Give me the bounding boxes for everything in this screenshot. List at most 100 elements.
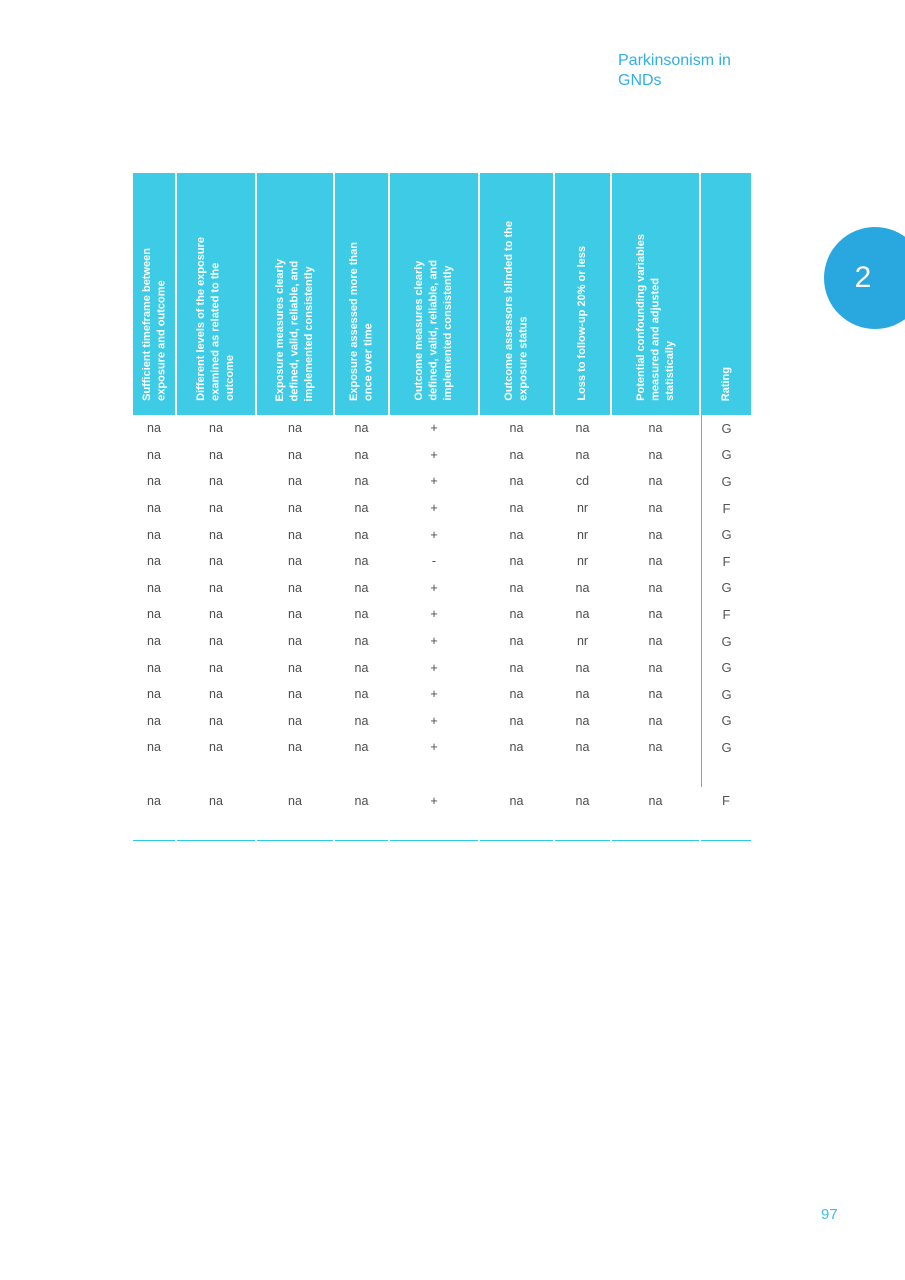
table-cell: + <box>430 793 438 808</box>
table-cell: + <box>430 421 438 436</box>
table-cell: na <box>648 713 663 728</box>
table-cell: + <box>430 580 438 595</box>
table-cell: na <box>509 740 524 755</box>
table-cell: na <box>648 554 663 569</box>
table-cell: na <box>509 687 524 702</box>
table-cell: na <box>354 713 369 728</box>
table-cell: na <box>648 580 663 595</box>
table-cell: na <box>575 740 590 755</box>
table-row: na na na na + na na na G <box>133 707 751 735</box>
table-bottom-border-segment <box>480 814 553 841</box>
table-cell: na <box>288 474 302 489</box>
table-bottom-border-segment <box>612 814 699 841</box>
rating-cell: G <box>701 654 751 681</box>
table-cell: na <box>648 687 663 702</box>
table-cell: na <box>354 687 369 702</box>
table-cell: na <box>288 580 302 595</box>
table-cell: na <box>147 580 161 595</box>
table-cell: na <box>209 580 223 595</box>
table-cell: + <box>430 474 438 489</box>
table-cell: na <box>648 501 663 516</box>
table-cell: na <box>288 501 302 516</box>
table-cell: na <box>575 421 590 436</box>
table-cell: + <box>430 687 438 702</box>
table-bottom-border-segment <box>335 814 388 841</box>
table-cell: na <box>209 687 223 702</box>
column-header-label: Exposure assessed more than once over ti… <box>348 242 375 401</box>
table-cell: na <box>509 474 524 489</box>
column-header-exposure-assessed: Exposure assessed more than once over ti… <box>335 173 388 415</box>
rating-cell: G <box>701 707 751 735</box>
column-header-sufficient-timeframe: Sufficient timeframe between exposure an… <box>133 173 175 415</box>
table-cell: na <box>209 527 223 542</box>
column-header-outcome-assessors: Outcome assessors blinded to the exposur… <box>480 173 553 415</box>
table-cell: na <box>354 554 369 569</box>
column-header-exposure-levels: Different levels of the exposure examine… <box>177 173 255 415</box>
table-cell: na <box>288 713 302 728</box>
rating-cell: F <box>701 547 751 575</box>
table-cell: na <box>509 554 524 569</box>
column-header-label: Exposure measures clearly defined, valid… <box>274 258 316 401</box>
table-cell: na <box>648 740 663 755</box>
column-header-label: Sufficient timeframe between exposure an… <box>140 248 168 401</box>
rating-cell: F <box>701 494 751 522</box>
table-cell: na <box>354 740 369 755</box>
table-cell: na <box>509 421 524 436</box>
table-cell: na <box>209 501 223 516</box>
table-cell: na <box>575 687 590 702</box>
table-cell: na <box>354 580 369 595</box>
table-cell: na <box>209 740 223 755</box>
table-cell: na <box>575 660 590 675</box>
table-bottom-border-segment <box>390 814 478 841</box>
table-cell: + <box>430 527 438 542</box>
table-cell: + <box>430 634 438 649</box>
table-row: na na na na + na na na G <box>133 441 751 469</box>
table-cell: na <box>288 527 302 542</box>
table-cell: na <box>575 607 590 622</box>
column-header-outcome-measures: Outcome measures clearly defined, valid,… <box>390 173 478 415</box>
column-header-rating: Rating <box>701 173 751 415</box>
table-cell: na <box>147 607 161 622</box>
table-cell: + <box>430 501 438 516</box>
table-cell: na <box>509 660 524 675</box>
table-cell: na <box>209 660 223 675</box>
rating-cell: F <box>722 793 730 809</box>
table-cell: na <box>575 447 590 462</box>
chapter-number: 2 <box>854 261 872 294</box>
table-cell: na <box>509 447 524 462</box>
table-cell: + <box>430 607 438 622</box>
table-row: na na na na + na na na G <box>133 680 751 708</box>
table-cell: na <box>209 713 223 728</box>
table-cell: nr <box>576 554 589 569</box>
table-cell: na <box>147 687 161 702</box>
table-bottom-border-segment <box>701 814 751 841</box>
table-cell: na <box>147 421 161 436</box>
column-header-confounding-variables: Potential confounding variables measured… <box>612 173 699 415</box>
chapter-badge: 2 <box>824 227 905 329</box>
rating-cell: G <box>701 521 751 548</box>
table-cell: na <box>648 474 663 489</box>
table-cell: na <box>354 793 369 808</box>
table-header-row: Sufficient timeframe between exposure an… <box>133 173 751 415</box>
table-cell: na <box>648 421 663 436</box>
rating-cell: G <box>701 680 751 708</box>
table-cell: na <box>288 793 302 808</box>
table-cell: na <box>354 607 369 622</box>
table-cell: na <box>354 447 369 462</box>
table-cell: na <box>209 554 223 569</box>
table-cell: nr <box>576 527 589 542</box>
column-header-label: Rating <box>719 366 732 401</box>
table-cell: na <box>648 660 663 675</box>
table-cell: na <box>147 474 161 489</box>
table-bottom-border <box>133 814 751 841</box>
table-cell: na <box>354 421 369 436</box>
table-cell: na <box>575 580 590 595</box>
column-header-exposure-measures: Exposure measures clearly defined, valid… <box>257 173 333 415</box>
table-cell: na <box>354 474 369 489</box>
table-cell: na <box>509 607 524 622</box>
table-cell: na <box>147 634 161 649</box>
table-cell: na <box>209 607 223 622</box>
rating-cell: G <box>701 574 751 602</box>
table-row: na na na na + na nr na G <box>133 521 751 548</box>
